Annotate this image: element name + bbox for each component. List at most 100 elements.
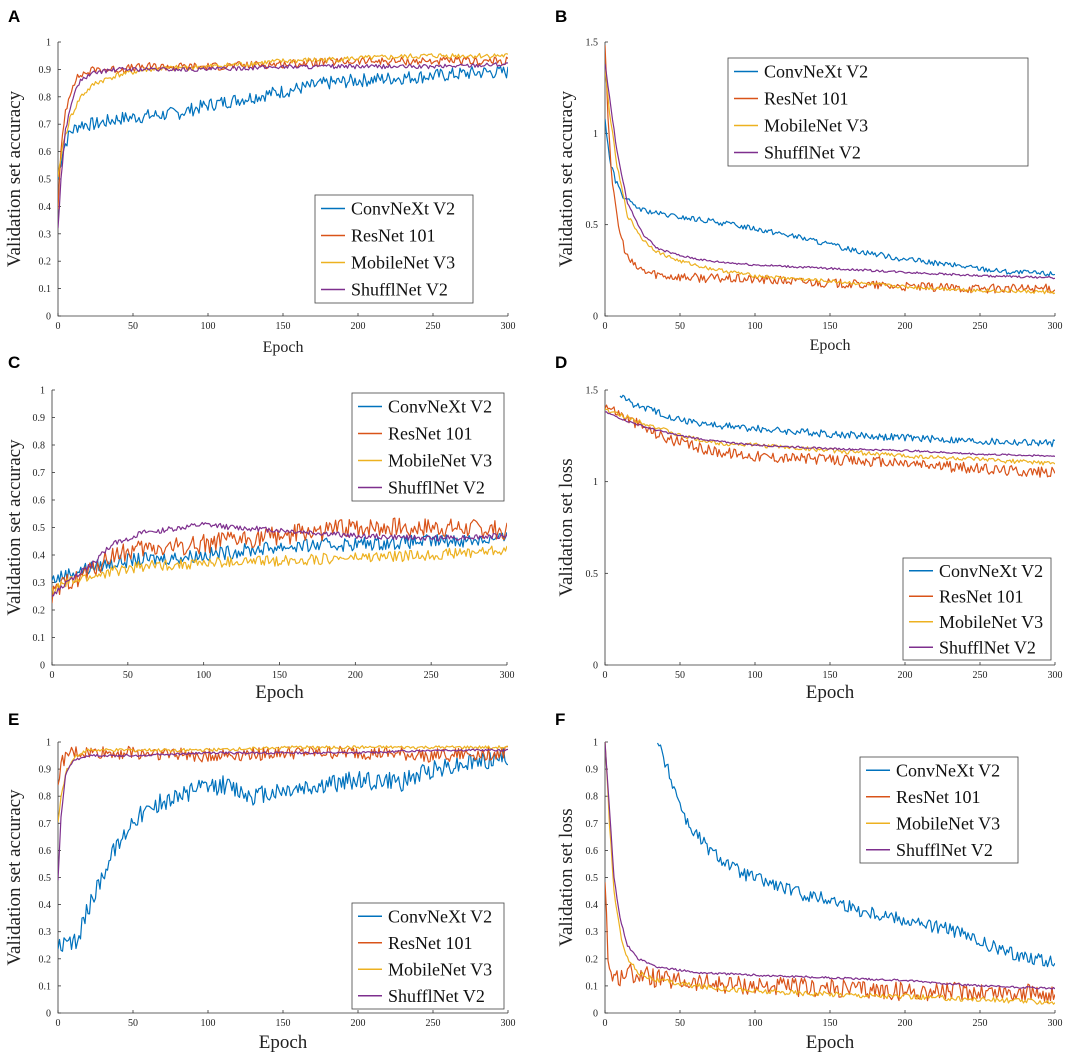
- y-tick-label: 0.7: [39, 120, 52, 131]
- x-tick-label: 300: [1048, 1018, 1063, 1029]
- x-tick-label: 150: [276, 321, 291, 332]
- legend-entry: ConvNeXt V2: [388, 397, 492, 417]
- x-tick-label: 250: [973, 670, 988, 681]
- x-tick-label: 200: [351, 321, 366, 332]
- y-axis-label: Validation set accuracy: [4, 90, 25, 267]
- legend-entry: ShufflNet V2: [939, 637, 1036, 657]
- x-tick-label: 100: [196, 670, 211, 681]
- y-tick-label: 0.4: [33, 551, 46, 562]
- x-tick-label: 50: [675, 321, 685, 332]
- y-axis-label: Validation set accuracy: [556, 90, 577, 267]
- legend: ConvNeXt V2 ResNet 101 MobileNet V3 ShufflN…: [351, 392, 505, 502]
- y-axis-label: Validation set accuracy: [4, 789, 25, 966]
- y-axis-label: Validation set loss: [556, 808, 577, 946]
- legend-entry: ConvNeXt V2: [351, 199, 455, 219]
- y-axis-label: Validation set loss: [556, 458, 577, 596]
- y-tick-label: 0.9: [39, 65, 52, 76]
- legend-entry: ConvNeXt V2: [896, 760, 1000, 780]
- y-tick-label: 0.5: [33, 523, 46, 534]
- legend-box: [351, 902, 505, 1010]
- x-tick-label: 150: [823, 1018, 838, 1029]
- series-line-mobilenet-v3: [58, 52, 508, 178]
- x-tick-label: 100: [748, 670, 763, 681]
- legend-entry: ShufflNet V2: [388, 986, 485, 1006]
- x-tick-label: 300: [501, 321, 516, 332]
- x-tick-label: 50: [123, 670, 133, 681]
- x-tick-label: 200: [898, 670, 913, 681]
- y-tick-label: 0.2: [586, 954, 599, 965]
- y-tick-label: 0.4: [39, 900, 52, 911]
- x-tick-label: 300: [500, 670, 515, 681]
- y-tick-label: 0.5: [39, 873, 52, 884]
- legend-entry: ShufflNet V2: [764, 143, 861, 163]
- legend-entry: ShufflNet V2: [388, 478, 485, 498]
- legend: ConvNeXt V2 ResNet 101 MobileNet V3 ShufflN…: [859, 756, 1019, 864]
- legend-entry: ResNet 101: [896, 787, 981, 807]
- legend-entry: ConvNeXt V2: [764, 62, 868, 82]
- series-line-resnet-101: [52, 517, 507, 604]
- y-tick-label: 1: [40, 386, 45, 397]
- legend-entry: ShufflNet V2: [896, 840, 993, 860]
- y-tick-label: 0.4: [586, 900, 599, 911]
- x-tick-label: 0: [603, 670, 608, 681]
- legend-box: [351, 392, 505, 502]
- series-line-shufflnet-v2: [605, 411, 1055, 457]
- legend-box: [727, 57, 1029, 167]
- legend-entry: MobileNet V3: [764, 116, 868, 136]
- legend-entry: MobileNet V3: [896, 813, 1000, 833]
- legend: ConvNeXt V2 ResNet 101 MobileNet V3 ShufflN…: [314, 194, 474, 304]
- series-line-resnet-101: [58, 745, 508, 786]
- x-axis-label: Epoch: [810, 337, 851, 354]
- series-line-shufflnet-v2: [52, 521, 507, 597]
- x-tick-label: 250: [426, 321, 441, 332]
- series-line-resnet-101: [605, 882, 1055, 1004]
- y-tick-label: 0.3: [39, 229, 52, 240]
- y-axis-label: Validation set accuracy: [4, 439, 25, 616]
- y-tick-label: 0.5: [586, 220, 599, 231]
- x-axis-label: Epoch: [259, 1032, 308, 1053]
- x-tick-label: 150: [272, 670, 287, 681]
- series-line-convnext-v2: [58, 65, 508, 180]
- x-tick-label: 200: [898, 1018, 913, 1029]
- x-tick-label: 0: [603, 1018, 608, 1029]
- x-tick-label: 200: [351, 1018, 366, 1029]
- chart-panel-c: C 0 50 100 150 200 250 300 0 0.1 0.2 0.3 0.4 0.5 0.6 0.…: [4, 353, 515, 703]
- legend-entry: ConvNeXt V2: [939, 561, 1043, 581]
- x-axis-label: Epoch: [806, 682, 855, 703]
- y-tick-label: 0.1: [39, 981, 52, 992]
- series-line-mobilenet-v3: [52, 545, 507, 595]
- y-tick-label: 0.9: [39, 765, 52, 776]
- legend-entry: ResNet 101: [764, 89, 849, 109]
- y-tick-label: 0.3: [39, 927, 52, 938]
- y-tick-label: 0.4: [39, 202, 52, 213]
- x-tick-label: 50: [128, 1018, 138, 1029]
- x-tick-label: 250: [973, 1018, 988, 1029]
- y-tick-label: 0.1: [33, 633, 46, 644]
- x-tick-label: 0: [56, 321, 61, 332]
- legend: ConvNeXt V2 ResNet 101 MobileNet V3 ShufflN…: [902, 557, 1052, 661]
- legend: ConvNeXt V2 ResNet 101 MobileNet V3 ShufflN…: [351, 902, 505, 1010]
- panel-letter: E: [8, 710, 19, 729]
- y-tick-label: 0.5: [586, 873, 599, 884]
- chart-panel-d: D 0 50 100 150 200 250 300 0 0.5 1 1.5 Epoch Validati…: [555, 353, 1063, 703]
- x-tick-label: 50: [675, 670, 685, 681]
- y-tick-label: 0.2: [39, 954, 52, 965]
- x-axis-label: Epoch: [255, 682, 304, 703]
- series-line-shufflnet-v2: [605, 63, 1055, 280]
- legend-entry: MobileNet V3: [939, 612, 1043, 632]
- x-tick-label: 100: [748, 1018, 763, 1029]
- x-tick-label: 300: [1048, 321, 1063, 332]
- panel-letter: A: [8, 7, 20, 26]
- y-tick-label: 1.5: [586, 38, 599, 49]
- x-tick-label: 50: [675, 1018, 685, 1029]
- legend: ConvNeXt V2 ResNet 101 MobileNet V3 ShufflN…: [727, 57, 1029, 167]
- series-line-mobilenet-v3: [605, 408, 1055, 466]
- legend-box: [314, 194, 474, 304]
- y-tick-label: 0.9: [586, 765, 599, 776]
- panel-letter: D: [555, 353, 567, 372]
- series-line-convnext-v2: [605, 118, 1055, 277]
- series-line-mobilenet-v3: [605, 68, 1055, 295]
- chart-panel-e: E 0 50 100 150 200 250 300 0 0.1 0.2 0.3 0.4 0.5 0.6 0.…: [4, 710, 516, 1053]
- legend-entry: ResNet 101: [939, 586, 1024, 606]
